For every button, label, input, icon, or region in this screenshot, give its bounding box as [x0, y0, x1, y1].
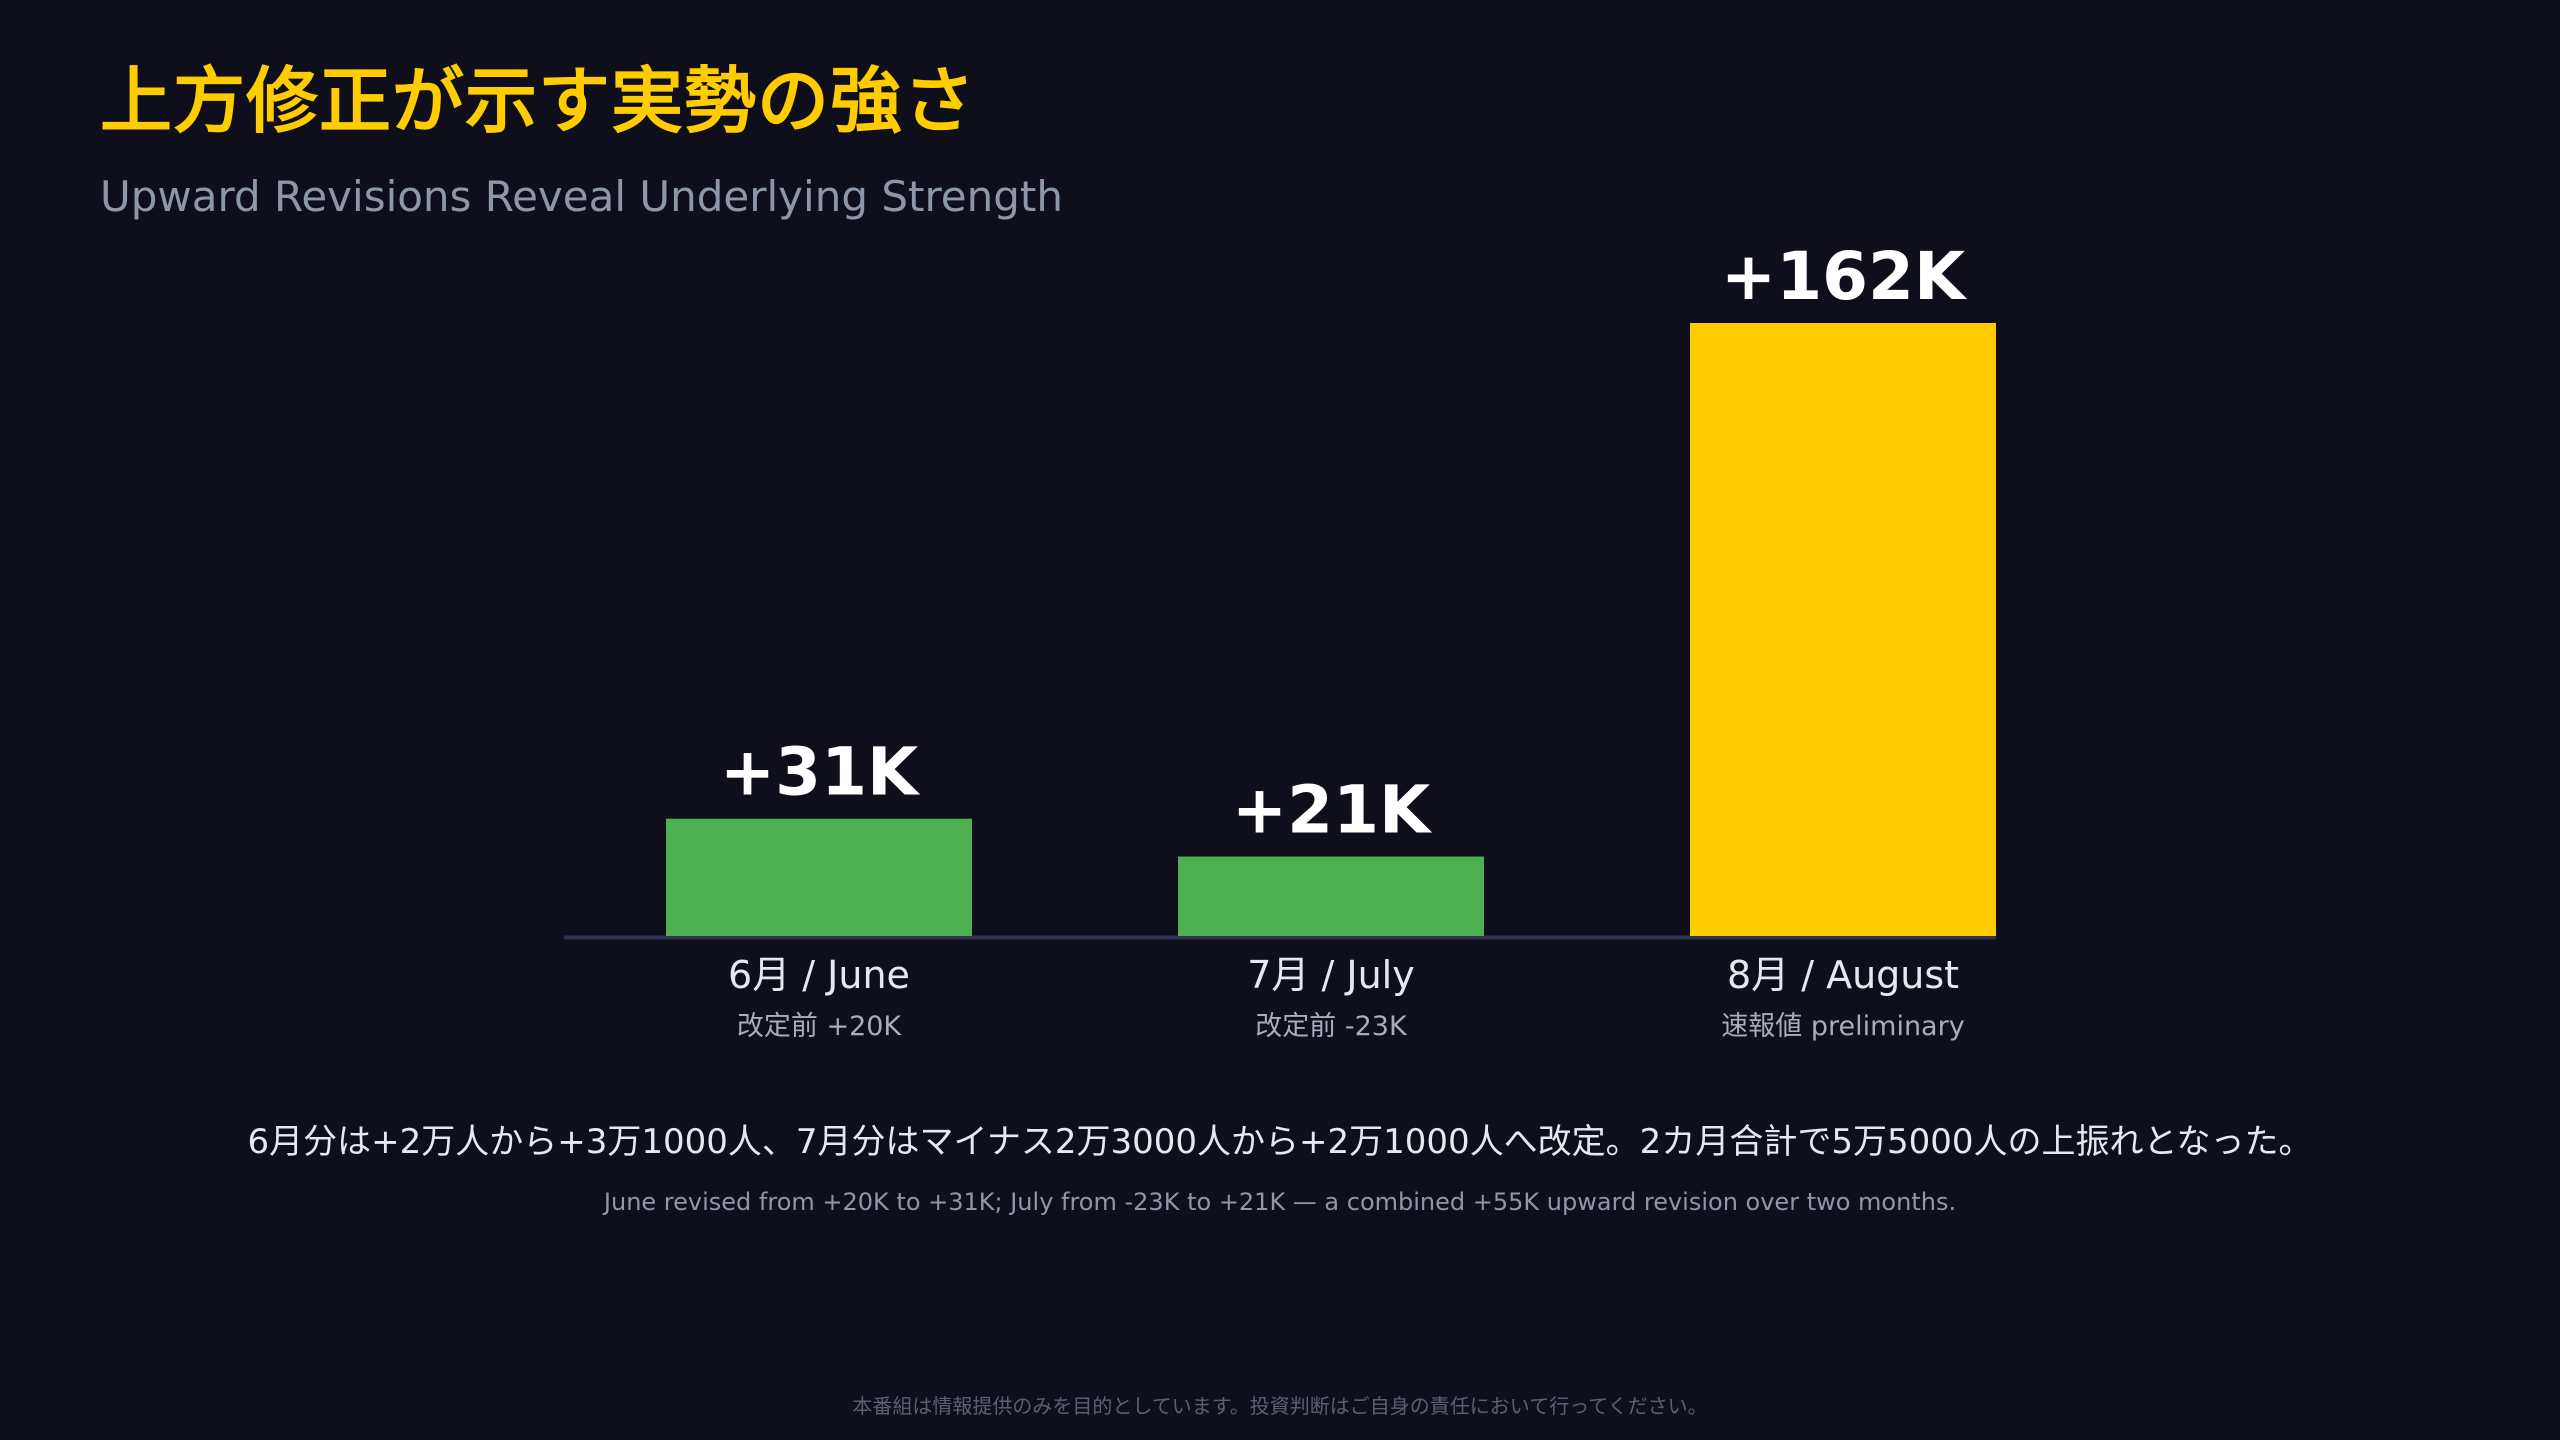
bar-june — [666, 818, 972, 936]
summary-note-japanese: 6月分は+2万人から+3万1000人、7月分はマイナス2万3000人から+2万1… — [247, 1122, 2313, 1162]
value-label-august: +162K — [1721, 238, 1968, 315]
summary-note-english: June revised from +20K to +31K; July fro… — [603, 1188, 1957, 1216]
bar-august — [1690, 323, 1996, 936]
page-title: 上方修正が示す実勢の強さ — [100, 59, 977, 143]
value-label-june: +31K — [720, 734, 921, 811]
bar-chart: +31K 6月 / June 改定前 +20K +21K 7月 / July 改定前 -2… — [564, 238, 1996, 1042]
bar-july — [1178, 856, 1484, 936]
page-subtitle: Upward Revisions Reveal Underlying Stren… — [100, 172, 1064, 221]
category-label-july: 7月 / July — [1247, 953, 1414, 997]
category-note-august: 速報値 preliminary — [1721, 1011, 1964, 1042]
category-label-june: 6月 / June — [728, 953, 910, 997]
disclaimer: 本番組は情報提供のみを目的としています。投資判断はご自身の責任において行ってくだ… — [852, 1394, 1708, 1418]
category-note-june: 改定前 +20K — [737, 1011, 903, 1042]
value-label-july: +21K — [1232, 772, 1433, 849]
category-label-august: 8月 / August — [1727, 953, 1959, 997]
category-note-july: 改定前 -23K — [1255, 1011, 1408, 1042]
